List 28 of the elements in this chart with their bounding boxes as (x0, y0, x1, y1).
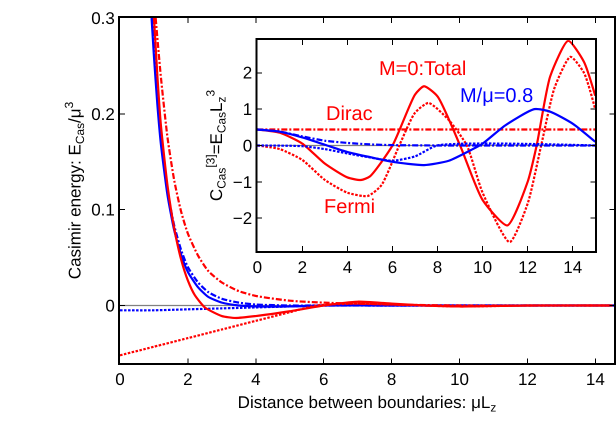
x-tick-label: 4 (251, 370, 261, 390)
y-tick-label: −1 (232, 172, 252, 192)
annotation: M/μ=0.8 (460, 85, 534, 107)
x-tick-label: 12 (518, 370, 537, 390)
y-tick-label: 0 (105, 296, 115, 316)
y-tick-label: 1 (242, 100, 252, 120)
annotation: Dirac (326, 103, 373, 125)
annotation: Fermi (324, 196, 376, 218)
annotation: M=0:Total (379, 58, 466, 80)
y-tick-label: 2 (242, 64, 252, 83)
x-tick-label: 14 (563, 258, 582, 278)
x-axis-title: Distance between boundaries: μL$_{z}$ (238, 393, 496, 415)
y-tick-label: 0.2 (91, 104, 115, 124)
x-tick-label: 10 (450, 370, 469, 390)
x-tick-label: 8 (386, 370, 396, 390)
x-tick-label: 2 (183, 370, 193, 390)
x-tick-label: 10 (473, 258, 492, 278)
x-tick-label: 6 (318, 370, 328, 390)
x-tick-label: 6 (388, 258, 398, 278)
x-tick-label: 4 (342, 258, 352, 278)
x-tick-label: 2 (298, 258, 308, 278)
y-tick-label: −2 (232, 209, 252, 228)
y-tick-label: 0 (242, 136, 252, 156)
x-tick-label: 12 (518, 258, 538, 278)
y-tick-label: 0.3 (91, 8, 115, 28)
x-tick-label: 8 (432, 258, 442, 278)
x-tick-label: 14 (586, 370, 605, 390)
y-tick-label: 0.1 (91, 200, 115, 220)
